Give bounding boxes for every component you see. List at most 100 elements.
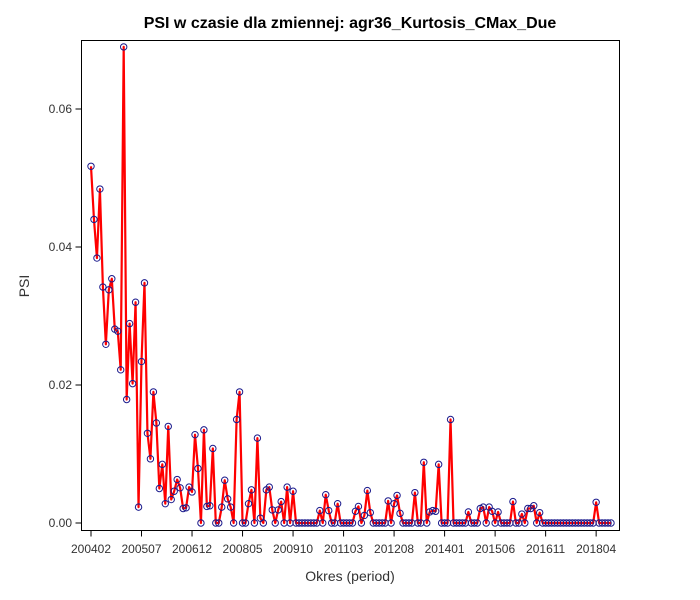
psi-data-point bbox=[393, 491, 401, 500]
x-tick-label: 201401 bbox=[425, 542, 465, 556]
psi-data-point bbox=[155, 484, 164, 493]
plot-frame bbox=[81, 40, 620, 531]
psi-data-point bbox=[289, 487, 297, 495]
psi-data-point bbox=[161, 499, 169, 508]
x-tick-label: 200612 bbox=[172, 542, 212, 556]
psi-data-point bbox=[218, 503, 226, 511]
psi-series-line bbox=[89, 45, 611, 525]
psi-data-point bbox=[226, 503, 235, 511]
psi-data-point bbox=[179, 504, 187, 513]
psi-data-point bbox=[366, 508, 375, 517]
psi-data-point bbox=[140, 279, 149, 287]
psi-data-point bbox=[464, 508, 473, 516]
psi-data-point bbox=[125, 319, 134, 328]
psi-data-point bbox=[429, 506, 437, 515]
psi-data-point bbox=[146, 455, 155, 463]
psi-data-point bbox=[518, 510, 526, 518]
y-tick-label: 0.00 bbox=[49, 516, 73, 530]
psi-data-point bbox=[182, 504, 190, 512]
psi-data-point bbox=[223, 495, 232, 503]
psi-data-point bbox=[259, 519, 268, 527]
psi-data-point bbox=[176, 484, 184, 492]
psi-data-point bbox=[250, 519, 259, 527]
psi-data-point bbox=[607, 519, 615, 527]
psi-data-point bbox=[411, 488, 419, 497]
psi-data-point bbox=[271, 519, 279, 527]
y-axis-label: PSI bbox=[16, 275, 32, 298]
psi-data-point bbox=[229, 519, 238, 527]
psi-data-point bbox=[87, 162, 95, 170]
psi-data-point bbox=[137, 357, 146, 366]
psi-data-point bbox=[390, 499, 398, 508]
psi-data-point bbox=[592, 498, 600, 506]
psi-data-point bbox=[387, 519, 395, 527]
psi-data-point bbox=[128, 379, 137, 388]
x-axis: 200402 200507 200612 200805 200910 201103 2012… bbox=[71, 530, 616, 556]
psi-data-point bbox=[420, 458, 428, 466]
psi-data-point bbox=[253, 434, 262, 442]
y-tick-label: 0.04 bbox=[49, 240, 73, 254]
psi-data-point bbox=[446, 415, 455, 424]
psi-data-point bbox=[322, 491, 330, 499]
psi-data-point bbox=[521, 519, 529, 527]
psi-data-point bbox=[200, 426, 208, 434]
psi-data-point bbox=[119, 43, 128, 51]
x-tick-label: 201804 bbox=[576, 542, 616, 556]
psi-data-point bbox=[99, 283, 107, 291]
series-layer bbox=[87, 43, 615, 527]
psi-data-point bbox=[530, 502, 538, 510]
x-tick-label: 201103 bbox=[324, 542, 363, 556]
psi-data-point bbox=[265, 483, 273, 491]
psi-data-point bbox=[333, 499, 342, 508]
psi-data-point bbox=[604, 519, 612, 527]
psi-data-point bbox=[494, 508, 502, 516]
psi-data-point bbox=[325, 506, 333, 515]
psi-data-point bbox=[170, 487, 178, 495]
x-tick-label: 200402 bbox=[71, 542, 111, 556]
x-tick-label: 201611 bbox=[526, 542, 565, 556]
x-tick-label: 201208 bbox=[374, 542, 414, 556]
psi-data-point bbox=[384, 497, 392, 505]
x-tick-label: 200910 bbox=[273, 542, 313, 556]
psi-data-point bbox=[244, 499, 253, 508]
psi-data-point bbox=[117, 366, 125, 374]
psi-data-point bbox=[482, 519, 490, 527]
psi-data-point bbox=[241, 519, 250, 527]
psi-data-point bbox=[197, 519, 205, 527]
psi-data-point bbox=[363, 486, 372, 495]
psi-data-point bbox=[414, 519, 422, 527]
psi-data-point bbox=[105, 286, 113, 294]
psi-data-point bbox=[434, 460, 443, 469]
psi-data-point bbox=[360, 511, 369, 520]
psi-data-point bbox=[158, 460, 167, 469]
psi-data-point bbox=[232, 415, 241, 424]
psi-data-point bbox=[152, 419, 161, 427]
psi-data-point bbox=[431, 507, 440, 515]
x-axis-label: Okres (period) bbox=[305, 568, 394, 584]
psi-data-point bbox=[247, 486, 256, 494]
psi-data-point bbox=[188, 488, 196, 496]
psi-data-point bbox=[212, 519, 220, 527]
x-tick-label: 201506 bbox=[475, 542, 515, 556]
psi-data-point bbox=[310, 519, 318, 527]
y-tick-label: 0.02 bbox=[49, 378, 73, 392]
psi-data-point bbox=[378, 519, 386, 527]
psi-data-point bbox=[173, 475, 181, 484]
psi-data-point bbox=[512, 519, 520, 527]
psi-data-point bbox=[354, 502, 363, 511]
psi-data-point bbox=[149, 388, 158, 396]
psi-data-point bbox=[102, 340, 110, 348]
psi-data-point bbox=[357, 519, 366, 527]
psi-data-point bbox=[206, 502, 214, 510]
psi-data-point bbox=[277, 497, 285, 506]
psi-data-point bbox=[327, 519, 336, 527]
psi-data-point bbox=[405, 519, 413, 527]
y-tick-label: 0.06 bbox=[49, 102, 73, 116]
psi-data-point bbox=[503, 519, 511, 527]
psi-data-point bbox=[209, 444, 217, 453]
psi-data-point bbox=[274, 506, 282, 514]
psi-data-point bbox=[134, 503, 143, 511]
psi-data-point bbox=[131, 298, 140, 306]
psi-data-point bbox=[535, 508, 544, 517]
